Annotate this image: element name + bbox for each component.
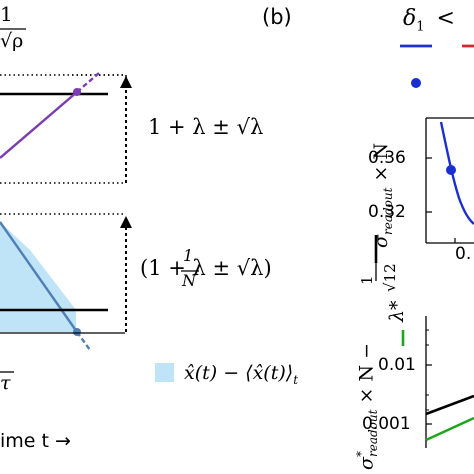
- header-delta-sub: 1: [416, 19, 425, 35]
- legend-fill-expr: x̂(t) − ⟨x̂(t)⟩: [184, 362, 294, 384]
- upper-blue-dot: [446, 165, 456, 175]
- upper-xtick-label: 0.: [455, 244, 472, 264]
- legend-tau-label: τ: [0, 372, 11, 394]
- lower-crossing-dot: [73, 328, 81, 336]
- legend-fill-swatch: [155, 363, 174, 382]
- panel-b-label: (b): [262, 5, 292, 29]
- lower-ylabel-frac-numerator: 1: [358, 275, 376, 285]
- lower-inset-green-line: [425, 416, 474, 442]
- lower-inset-black-line: [425, 394, 474, 416]
- top-bound-label: 1 + λ ± √λ: [148, 115, 264, 139]
- legend-blue-dot: [411, 78, 421, 88]
- top-fraction-denominator: √ρ: [0, 30, 24, 52]
- time-axis-label: ime t →: [0, 430, 71, 452]
- legend-fill-sub: t: [293, 372, 299, 387]
- top-arrow-head: [120, 76, 132, 88]
- upper-tick-label-036: 0.36: [368, 148, 406, 168]
- upper-tick-label-032: 0.32: [368, 202, 406, 222]
- top-purple-line: [0, 91, 78, 159]
- legend-fill-label: x̂(t) − ⟨x̂(t)⟩t: [184, 362, 298, 387]
- lower-tick-label-0001: 0.001: [362, 414, 411, 434]
- upper-blue-curve: [439, 121, 474, 225]
- header-delta: δ: [403, 6, 417, 31]
- lower-bound-fraction-numerator: 1: [183, 246, 194, 265]
- top-crossing-dot: [73, 88, 81, 96]
- lower-ylabel-frac-denominator: √12: [381, 263, 399, 292]
- lower-arrow-head: [120, 216, 132, 228]
- lower-inset-ylabel: σ*readout × N −: [354, 343, 380, 470]
- lower-steel-line: [0, 221, 78, 333]
- lower-ylabel-rest: × N −: [355, 342, 378, 404]
- header-formula: δ1 <: [403, 6, 455, 34]
- header-less-than: <: [436, 6, 455, 31]
- lower-ylabel-sigma: σ: [355, 457, 378, 470]
- lambda-label: λ*: [386, 300, 408, 322]
- lower-bound-label: (1 + λ ± √λ): [140, 256, 272, 280]
- top-purple-dashed: [76, 72, 100, 93]
- lower-bound-fraction-denominator: N: [182, 271, 196, 290]
- upper-ylabel-sigma: σ: [370, 235, 392, 248]
- lower-tick-label-001: 0.01: [378, 355, 416, 375]
- top-fraction-numerator: 1: [0, 2, 13, 26]
